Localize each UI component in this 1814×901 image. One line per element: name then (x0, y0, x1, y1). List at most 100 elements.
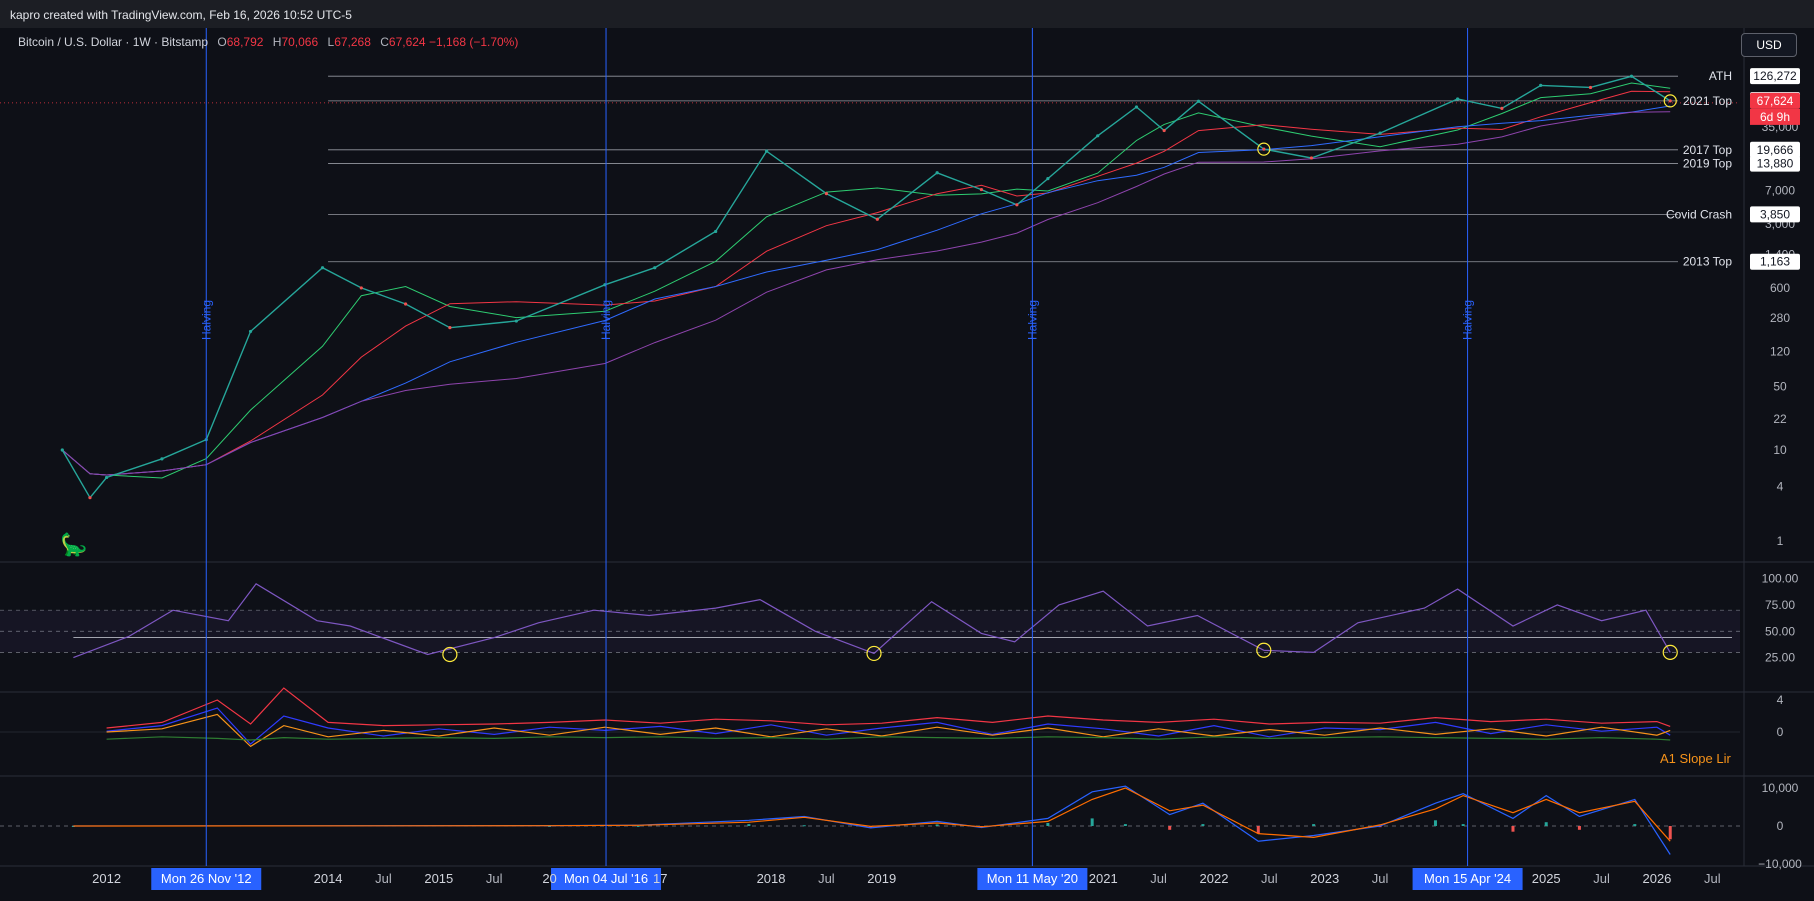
level-label: 2021 Top (1683, 94, 1732, 108)
halving-date: Mon 11 May '20 (987, 871, 1078, 886)
price-tick-label: 1 (1777, 534, 1784, 548)
time-tick-label: 2022 (1200, 871, 1229, 886)
time-tick-label: 2019 (867, 871, 896, 886)
macd-histogram-bar (935, 824, 939, 826)
time-tick-label: 2012 (92, 871, 121, 886)
time-tick-label: 2025 (1532, 871, 1561, 886)
price-tick-label: 4 (1777, 479, 1784, 493)
countdown-text: 6d 9h (1760, 110, 1790, 124)
price-point (1162, 128, 1166, 133)
macd-tick-label: −10,000 (1758, 857, 1802, 871)
macd-histogram-bar (1577, 826, 1581, 830)
rsi-band (0, 610, 1740, 653)
rsi-marker (1256, 642, 1272, 658)
time-tick-label: Jul (1261, 871, 1278, 886)
macd-histogram-bar (1511, 826, 1515, 832)
slope-line (106, 736, 1671, 741)
macd-histogram-bar (802, 825, 806, 827)
time-tick-label: Jul (1704, 871, 1721, 886)
slope-line (106, 707, 1671, 745)
price-point (1262, 147, 1266, 151)
countdown-badge (1750, 108, 1800, 125)
macd-histogram-bar (636, 825, 640, 827)
open-label: O (217, 35, 227, 49)
price-point (1500, 106, 1504, 110)
time-tick-label: 2015 (424, 871, 453, 886)
price-point (714, 229, 718, 234)
halving-label: Halving (1461, 300, 1475, 340)
open-value: 68,792 (226, 35, 264, 49)
price-point (935, 171, 939, 175)
price-point (514, 319, 518, 323)
price-tick-label: 600 (1770, 281, 1790, 295)
change-value: −1,168 (−1.70%) (428, 35, 519, 49)
halving-date: Mon 04 Jul '16 (564, 871, 648, 886)
level-label: 2017 Top (1683, 143, 1732, 157)
level-label: 2019 Top (1683, 157, 1732, 171)
time-tick-label: Jul (1150, 871, 1167, 886)
dinosaur-icon: 🦕 (60, 532, 88, 557)
high-value: 70,066 (281, 35, 319, 49)
halving-date-badge (551, 868, 662, 890)
level-value-badge (1750, 206, 1800, 223)
chart-area[interactable]: Halving Mon 26 Nov '12 Halving Mon 04 Jul '… (0, 28, 1814, 901)
level-value: 3,850 (1760, 207, 1790, 221)
cycle-marker (1257, 142, 1271, 156)
price-point (1588, 85, 1593, 90)
macd-histogram-bar (548, 825, 552, 827)
price-point (88, 496, 92, 500)
time-tick-label: Jul (375, 871, 392, 886)
halving-date-badge (151, 868, 262, 890)
halving-label: Halving (199, 300, 213, 340)
close-value: 67,624 (388, 35, 426, 49)
price-point (1378, 131, 1382, 135)
time-tick-label: 2018 (757, 871, 786, 886)
macd-line (73, 785, 1671, 855)
level-value-badge (1750, 155, 1800, 172)
slope-line (106, 713, 1671, 748)
high-label: H (272, 35, 282, 49)
symbol-name: Bitcoin / U.S. Dollar · 1W · Bitstamp (18, 35, 209, 49)
macd-histogram-bar (747, 824, 751, 826)
level-label: ATH (1709, 69, 1732, 83)
level-value-badge (1750, 141, 1800, 158)
price-point (60, 448, 64, 452)
price-tick-label: 10 (1773, 443, 1787, 457)
price-tick-label: 7,000 (1765, 184, 1795, 198)
halving-date-badge (977, 868, 1088, 890)
price-tick-label: 120 (1770, 345, 1790, 359)
price-point (1456, 97, 1460, 101)
level-label: 2013 Top (1683, 255, 1732, 269)
halving-date: Mon 15 Apr '24 (1424, 871, 1511, 886)
watermark-bar: kapro created with TradingView.com, Feb … (0, 0, 1814, 28)
halving-date: Mon 26 Nov '12 (161, 871, 252, 886)
currency-button[interactable]: USD (1741, 33, 1797, 57)
price-point (1134, 105, 1139, 109)
close-label: C (380, 35, 389, 49)
price-point (104, 475, 109, 480)
rsi-tick-label: 100.00 (1762, 572, 1799, 586)
created-by-text: kapro created with TradingView.com, Feb … (10, 8, 352, 22)
halving-label: Halving (1025, 300, 1039, 340)
price-point (1096, 134, 1100, 138)
rsi-marker (866, 645, 882, 662)
macd-signal-line (73, 787, 1671, 842)
price-point (1629, 74, 1634, 78)
macd-histogram-bar (1544, 822, 1548, 826)
price-tick-label: 280 (1770, 311, 1790, 325)
price-point (248, 329, 253, 334)
price-point (1046, 176, 1050, 181)
macd-histogram-bar (1633, 824, 1637, 826)
price-point (824, 192, 828, 196)
slope-tick-label: 4 (1777, 693, 1784, 707)
price-point (448, 326, 452, 330)
low-value: 67,268 (334, 35, 371, 49)
halving-label: Halving (599, 300, 613, 340)
macd-histogram-bar (71, 826, 75, 827)
macd-tick-label: 0 (1777, 819, 1784, 833)
price-point (1309, 156, 1314, 160)
macd-histogram-bar (1201, 824, 1205, 826)
level-value: 19,666 (1757, 143, 1794, 157)
macd-tick-label: 10,000 (1762, 781, 1799, 795)
time-tick-label: Jul (818, 871, 835, 886)
